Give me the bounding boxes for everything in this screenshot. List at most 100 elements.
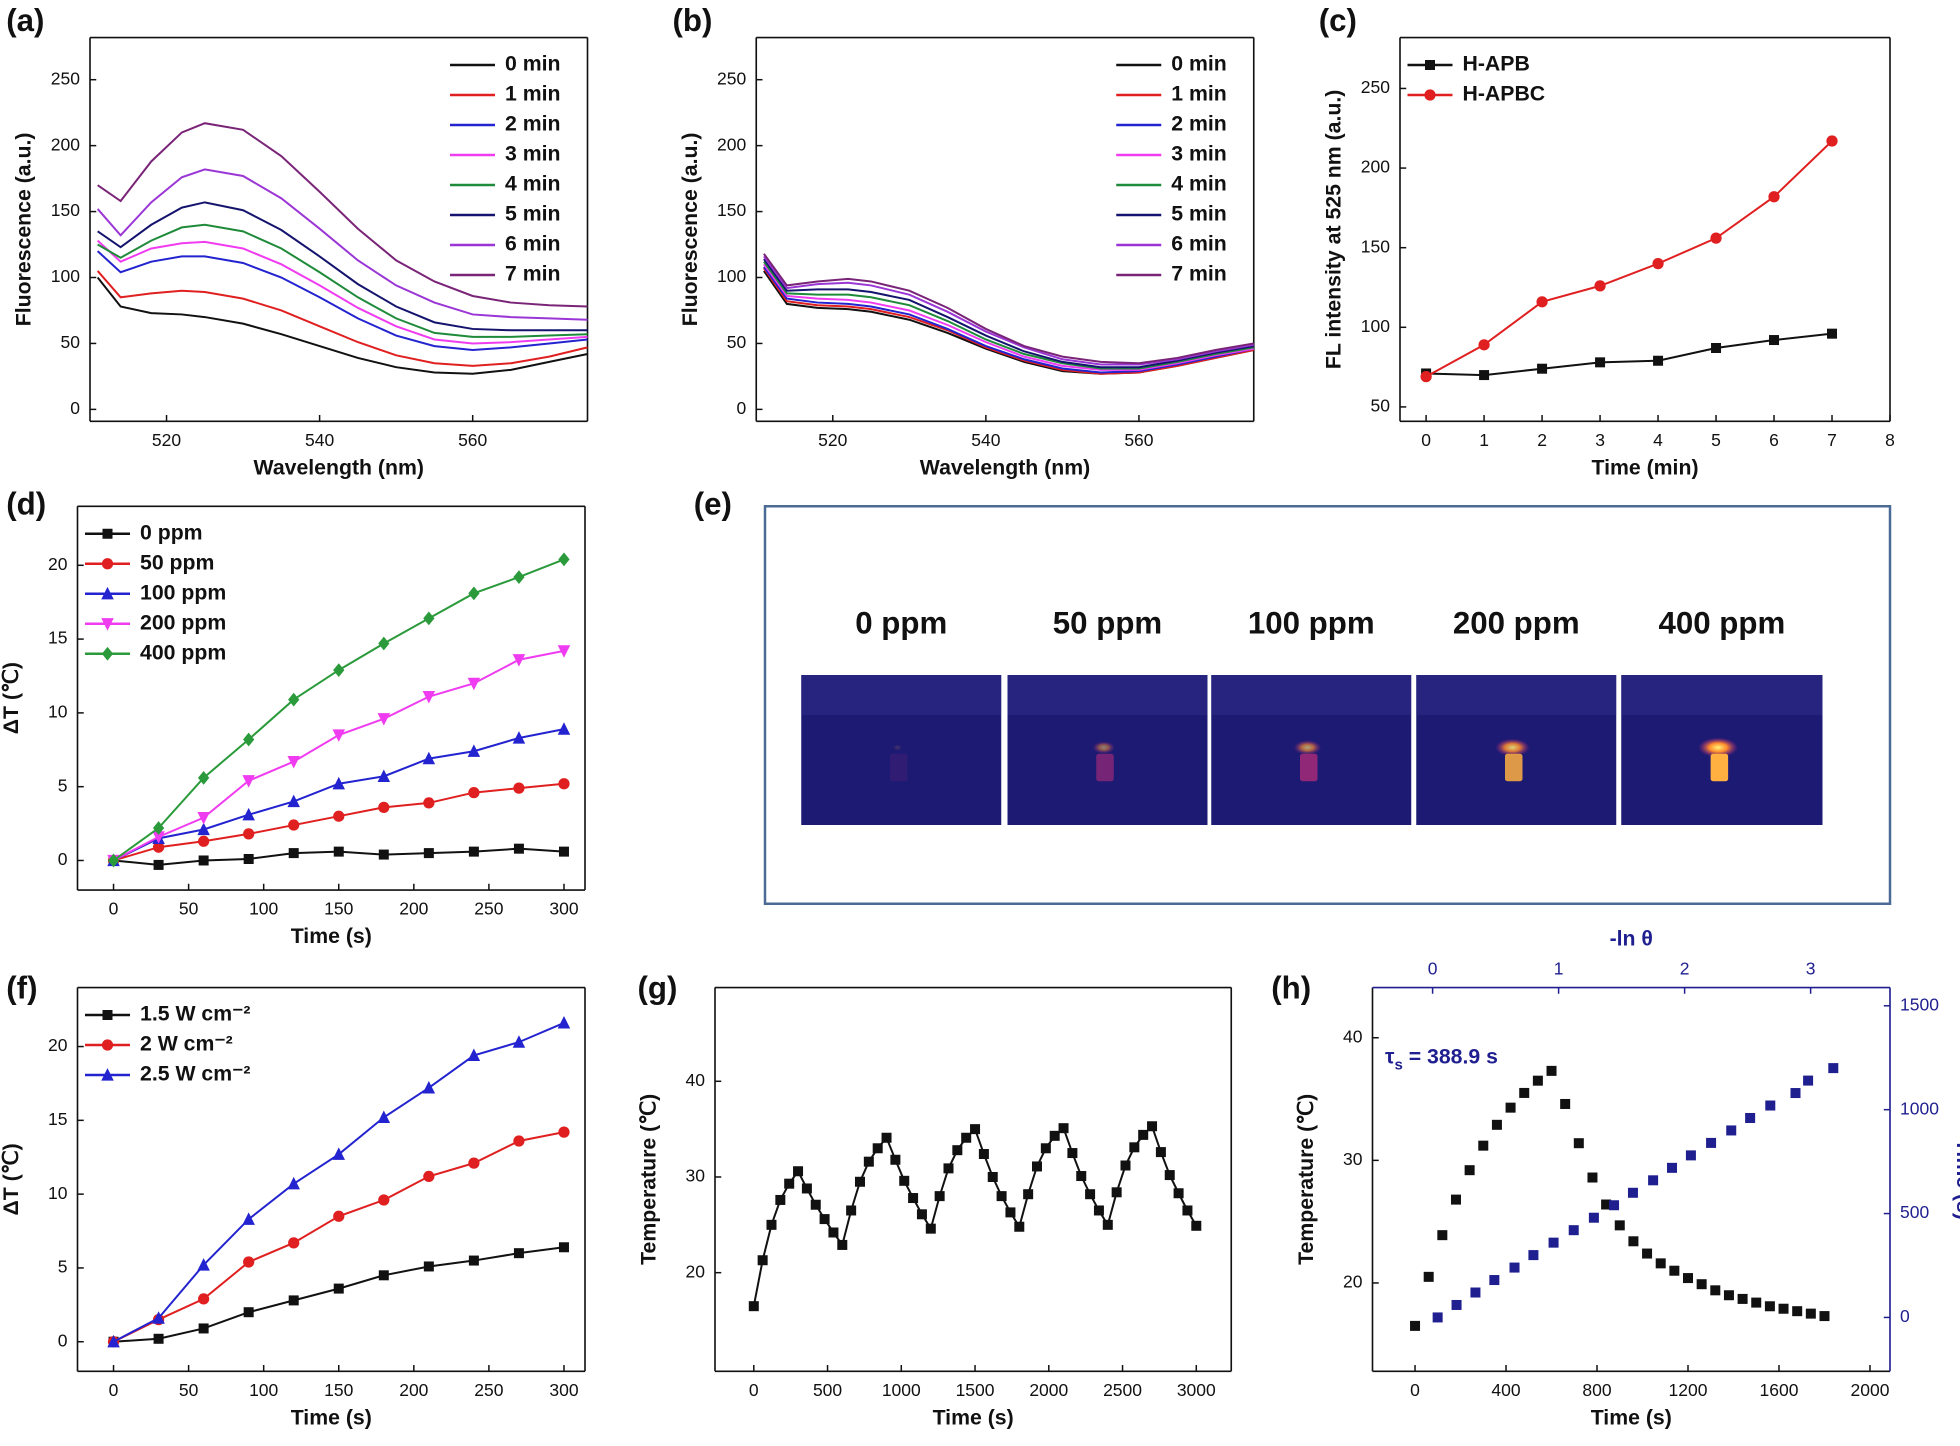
marker [1710,1285,1721,1296]
marker [333,1283,344,1294]
marker [1424,89,1436,101]
x-tick-label: 150 [324,899,353,919]
marker [243,732,255,747]
x-tick-label: 5 [1711,430,1721,450]
y-axis-label: Temperature (℃) [1294,1094,1318,1265]
marker [197,835,210,847]
marker [243,854,254,865]
marker [377,1110,391,1124]
marker [890,1154,901,1165]
series-line [113,1131,565,1343]
x-tick-label: 50 [179,899,199,919]
marker [1667,1162,1678,1173]
marker [287,1176,300,1190]
marker [557,645,571,658]
marker [287,794,300,808]
y-axis-label: ΔT (℃) [0,662,23,734]
hot-spot [892,744,903,751]
marker [1102,1219,1113,1230]
marker [775,1194,786,1205]
marker [1737,1293,1748,1304]
marker [1076,1171,1087,1182]
image-label: 400 ppm [1658,605,1785,640]
marker [1573,1138,1584,1149]
y-tick-label: 250 [717,68,746,88]
marker [970,1124,981,1135]
x-tick-label: 100 [249,1380,278,1400]
marker [513,1135,525,1147]
marker [1726,1125,1737,1136]
y-tick-label: 200 [51,134,80,154]
marker [1058,1123,1069,1134]
marker [1464,1165,1475,1176]
annotation-part: s [1394,1057,1402,1074]
x-tick-label: 3 [1595,430,1605,450]
marker [101,618,114,631]
marker [1827,328,1838,339]
x-tick-label: 250 [474,1380,503,1400]
marker [1478,339,1490,351]
legend-label: H-APB [1463,52,1530,76]
marker [153,1333,164,1344]
series-line [97,122,588,308]
legend-label: 1.5 W cm⁻² [140,1002,250,1026]
marker [243,828,255,840]
x-tick-label: 1 [1554,959,1564,979]
y-tick-label: 30 [686,1166,706,1186]
series-line [763,266,1254,374]
marker [1655,1258,1666,1269]
marker [557,722,571,735]
y-tick-label: 50 [1371,396,1391,416]
y-axis-label: Fluorescence (a.u.) [678,133,702,327]
hot-spot [1495,738,1530,757]
y-tick-label: 30 [1343,1149,1363,1169]
marker [1425,59,1435,70]
y-tick-label: 50 [727,332,747,352]
legend-label: 2 min [505,112,561,136]
marker [1432,1312,1443,1323]
legend-label: 3 min [1171,142,1227,166]
marker [1191,1220,1202,1231]
legend-label: 6 min [505,232,561,256]
panel-label: (c) [1319,3,1357,38]
marker [153,859,164,870]
marker [288,819,300,831]
marker [423,848,434,859]
panel-label: (h) [1271,970,1311,1005]
series-line [763,255,1254,366]
y-tick-label: 500 [1900,1202,1929,1222]
hot-spot [1096,753,1114,782]
y-tick-label: 250 [1361,77,1390,97]
y-tick-label: 0 [58,849,68,869]
marker [1652,257,1664,270]
image-label: 50 ppm [1053,605,1162,640]
marker [102,1009,113,1020]
marker [378,1194,390,1206]
marker [1479,370,1490,381]
thermal-band [801,675,1002,715]
marker [1155,1147,1166,1158]
marker [197,822,210,836]
marker [1049,1130,1060,1141]
marker [1568,1225,1579,1236]
marker [333,1210,345,1222]
marker [1067,1148,1078,1159]
x2-axis-label: -ln θ [1610,927,1653,951]
marker [1450,1194,1461,1205]
marker [1505,1102,1516,1113]
series-line [96,270,588,367]
series-line [1426,332,1833,377]
marker [378,849,389,860]
y-axis-label: ΔT (℃) [0,1143,23,1215]
marker [766,1219,777,1230]
marker [377,769,391,782]
x-tick-label: 520 [818,430,847,450]
marker [757,1255,768,1266]
marker [881,1132,892,1143]
x-tick-label: 300 [549,899,578,919]
marker [468,586,480,601]
marker [1803,1075,1814,1086]
marker [1548,1237,1559,1248]
x-tick-label: 800 [1582,1380,1611,1400]
legend-label: 2 min [1171,112,1227,136]
